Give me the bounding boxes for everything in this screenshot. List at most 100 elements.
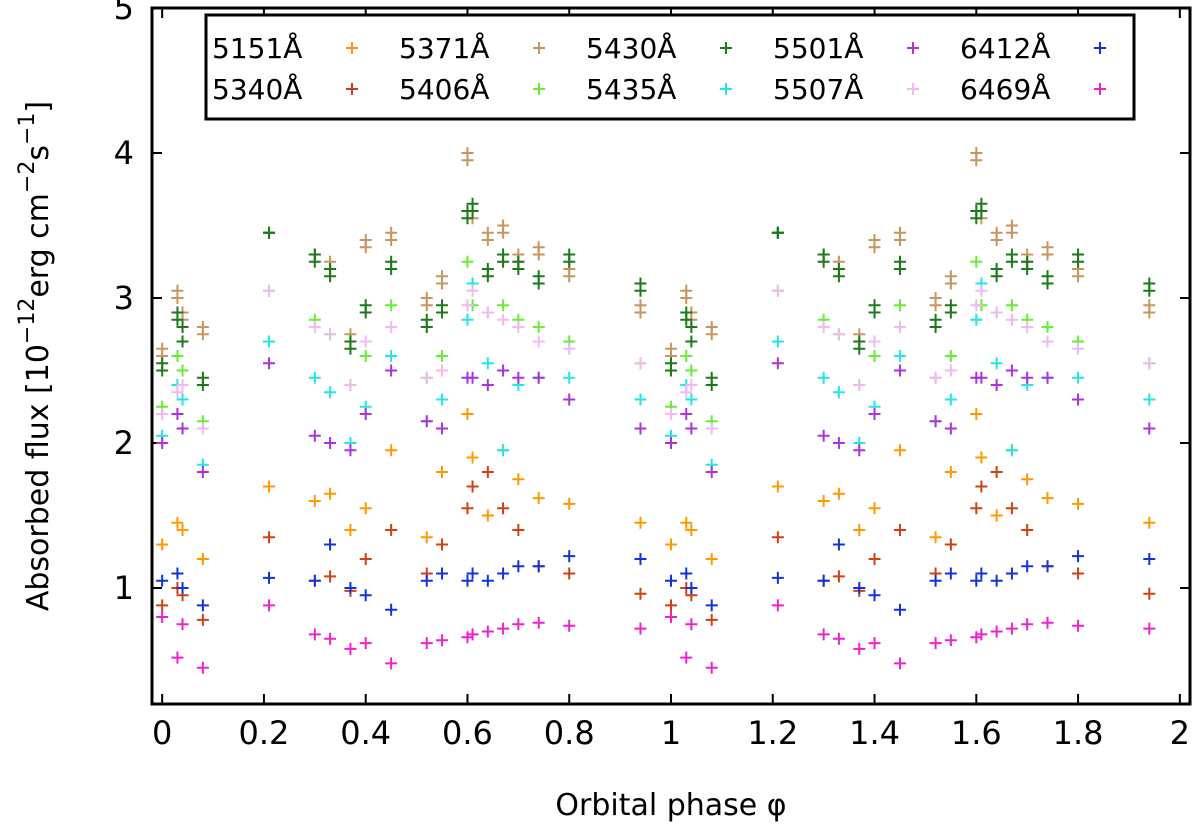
data-point	[1021, 560, 1034, 573]
data-point	[868, 306, 881, 319]
data-point	[990, 357, 1003, 370]
data-point	[1041, 616, 1054, 629]
data-point	[705, 422, 718, 435]
data-point	[853, 342, 866, 355]
data-point	[634, 553, 647, 565]
data-point	[680, 651, 693, 664]
data-point	[1072, 342, 1085, 355]
data-point	[771, 480, 784, 493]
y-axis-label-base: Absorbed flux [10	[21, 344, 56, 611]
data-point	[359, 553, 372, 565]
data-point	[944, 364, 957, 377]
data-point	[263, 531, 276, 544]
data-point	[1005, 299, 1018, 312]
data-point	[853, 524, 866, 536]
data-point	[975, 371, 988, 384]
data-point	[563, 497, 576, 510]
data-point	[868, 241, 881, 254]
legend-marker	[1094, 42, 1106, 54]
data-point	[817, 628, 830, 641]
data-point	[359, 502, 372, 515]
data-point	[324, 538, 337, 551]
legend-marker	[1094, 83, 1106, 95]
data-point	[680, 408, 693, 420]
data-point	[970, 574, 983, 587]
data-point	[196, 613, 209, 626]
data-point	[344, 342, 357, 355]
data-point	[970, 212, 983, 225]
data-point	[1041, 492, 1054, 505]
legend-marker	[907, 83, 919, 95]
data-point	[461, 631, 474, 644]
data-point	[975, 205, 988, 217]
data-point	[1143, 587, 1156, 600]
data-point	[436, 422, 449, 435]
data-point	[497, 255, 510, 268]
data-point	[156, 437, 169, 449]
data-point	[929, 321, 942, 333]
data-point	[497, 364, 510, 377]
data-point	[436, 567, 449, 580]
data-point	[563, 255, 576, 268]
data-point	[385, 364, 398, 377]
data-point	[481, 509, 494, 522]
data-point	[705, 613, 718, 626]
x-tick-label: 0.2	[238, 714, 289, 752]
data-point	[532, 321, 545, 333]
data-point	[1021, 263, 1034, 275]
data-point	[1072, 371, 1085, 384]
data-point	[868, 589, 881, 602]
data-point	[1143, 422, 1156, 435]
data-point	[176, 335, 189, 348]
data-point	[893, 603, 906, 616]
data-point	[680, 516, 693, 529]
data-point	[532, 335, 545, 348]
data-point	[512, 371, 525, 384]
data-point	[944, 350, 957, 362]
data-point	[196, 466, 209, 478]
data-point	[817, 371, 830, 384]
data-point	[634, 622, 647, 635]
x-tick-label: 0.6	[442, 714, 493, 752]
data-point	[970, 631, 983, 644]
data-point	[263, 571, 276, 584]
data-point	[196, 599, 209, 612]
data-point	[1072, 497, 1085, 510]
data-point	[1021, 524, 1034, 536]
data-point	[461, 408, 474, 420]
y-axis-label-close: ]	[21, 101, 56, 113]
data-point	[324, 270, 337, 283]
data-point	[990, 379, 1003, 391]
data-point	[1005, 567, 1018, 580]
data-point	[563, 619, 576, 632]
data-point	[481, 234, 494, 246]
data-point	[868, 502, 881, 515]
data-point	[324, 328, 337, 341]
data-point	[420, 637, 433, 650]
x-tick-label: 0	[152, 714, 172, 752]
data-point	[665, 574, 677, 587]
data-point	[685, 582, 698, 594]
series-5501-	[156, 205, 1156, 391]
data-point	[817, 429, 830, 442]
series-6469-magenta	[156, 599, 1156, 674]
data-point	[308, 371, 321, 384]
data-point	[832, 386, 845, 399]
data-point	[893, 444, 906, 457]
data-point	[532, 371, 545, 384]
data-point	[868, 553, 881, 565]
data-point	[176, 582, 189, 594]
y-axis-label-exp3: −1	[15, 113, 40, 145]
data-point	[481, 574, 494, 587]
data-point	[1072, 619, 1085, 632]
x-tick-label: 0.8	[544, 714, 595, 752]
data-point	[497, 444, 510, 457]
data-point	[466, 205, 479, 217]
data-point	[324, 570, 337, 583]
data-point	[532, 492, 545, 505]
data-point	[634, 516, 647, 529]
data-point	[563, 270, 576, 283]
data-point	[665, 538, 677, 551]
y-axis-label-unit2: s	[21, 145, 56, 161]
legend-box	[204, 13, 1136, 121]
